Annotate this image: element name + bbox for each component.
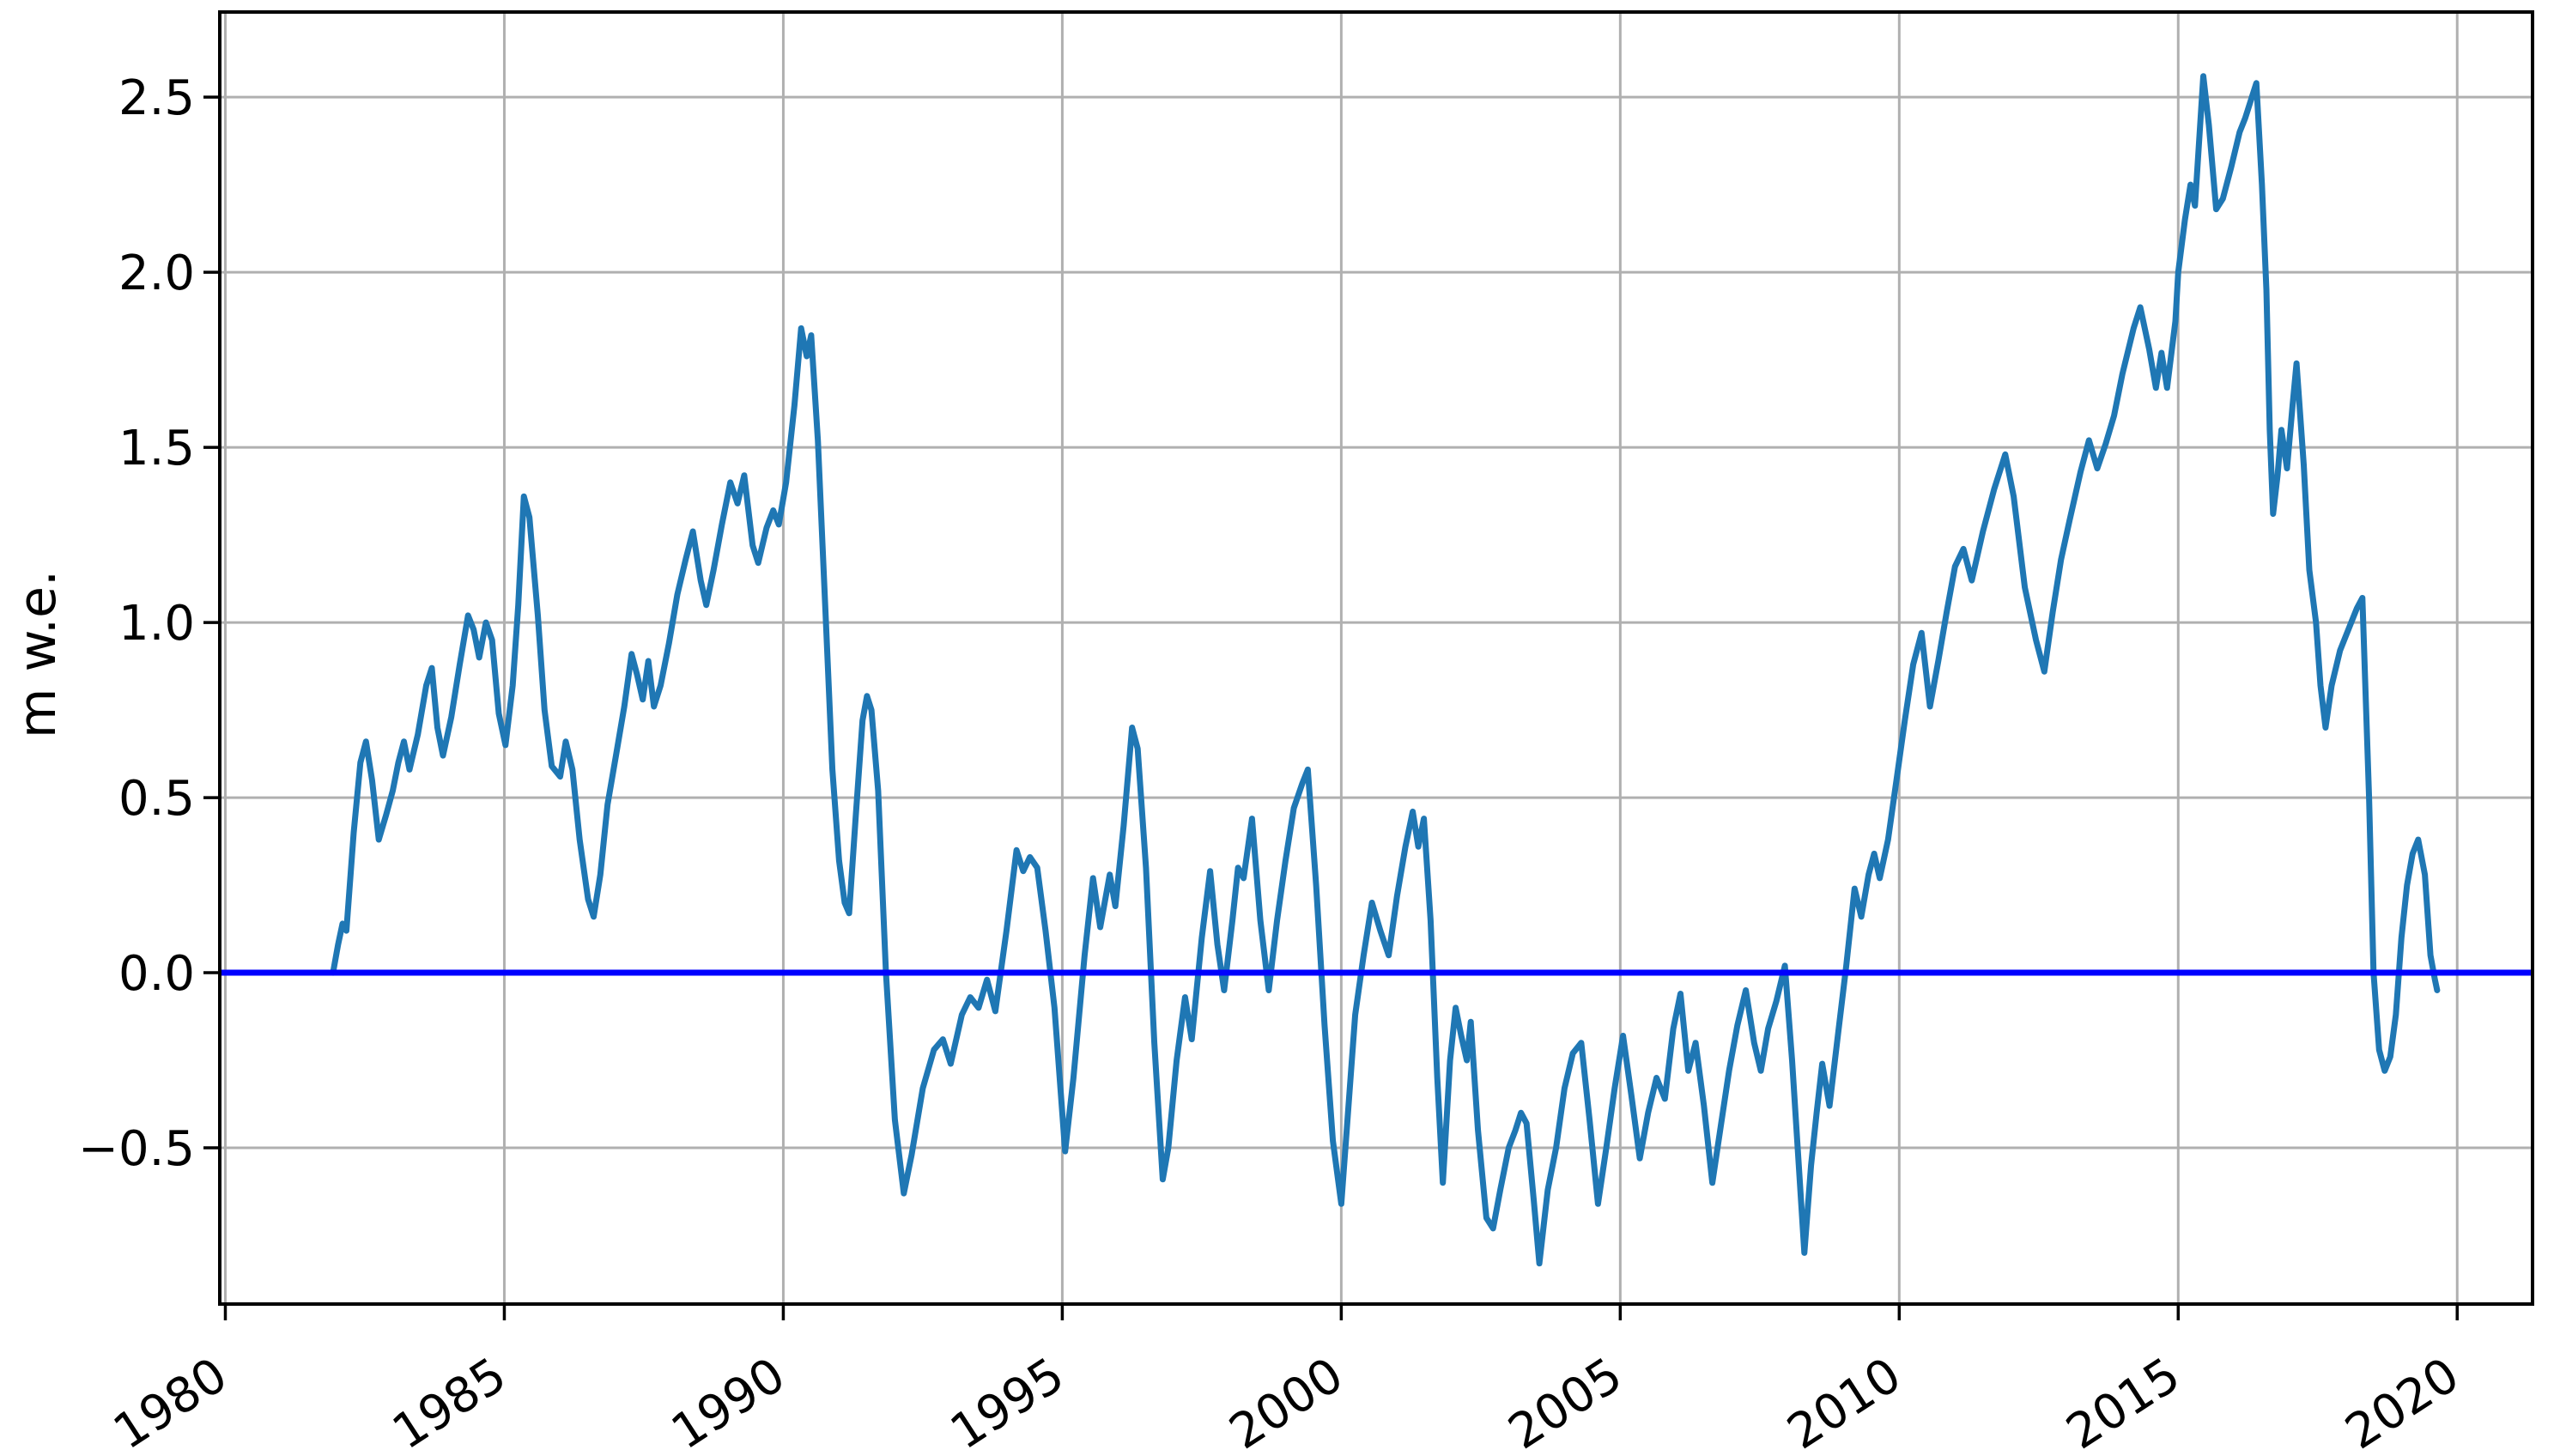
- y-axis-label: m w.e.: [8, 569, 68, 739]
- y-tick-label--0.5: −0.5: [78, 1121, 195, 1177]
- y-tick-label-1: 1.0: [118, 596, 195, 652]
- series-cumulative-mass-balance: [330, 73, 2441, 1267]
- y-tick-label-2: 2.0: [118, 246, 195, 301]
- axes-spines: [218, 10, 2534, 1306]
- y-tick-label-1.5: 1.5: [118, 421, 195, 476]
- y-tick-label-0: 0.0: [118, 946, 195, 1002]
- y-tick-label-0.5: 0.5: [118, 771, 195, 827]
- y-tick-label-2.5: 2.5: [118, 70, 195, 126]
